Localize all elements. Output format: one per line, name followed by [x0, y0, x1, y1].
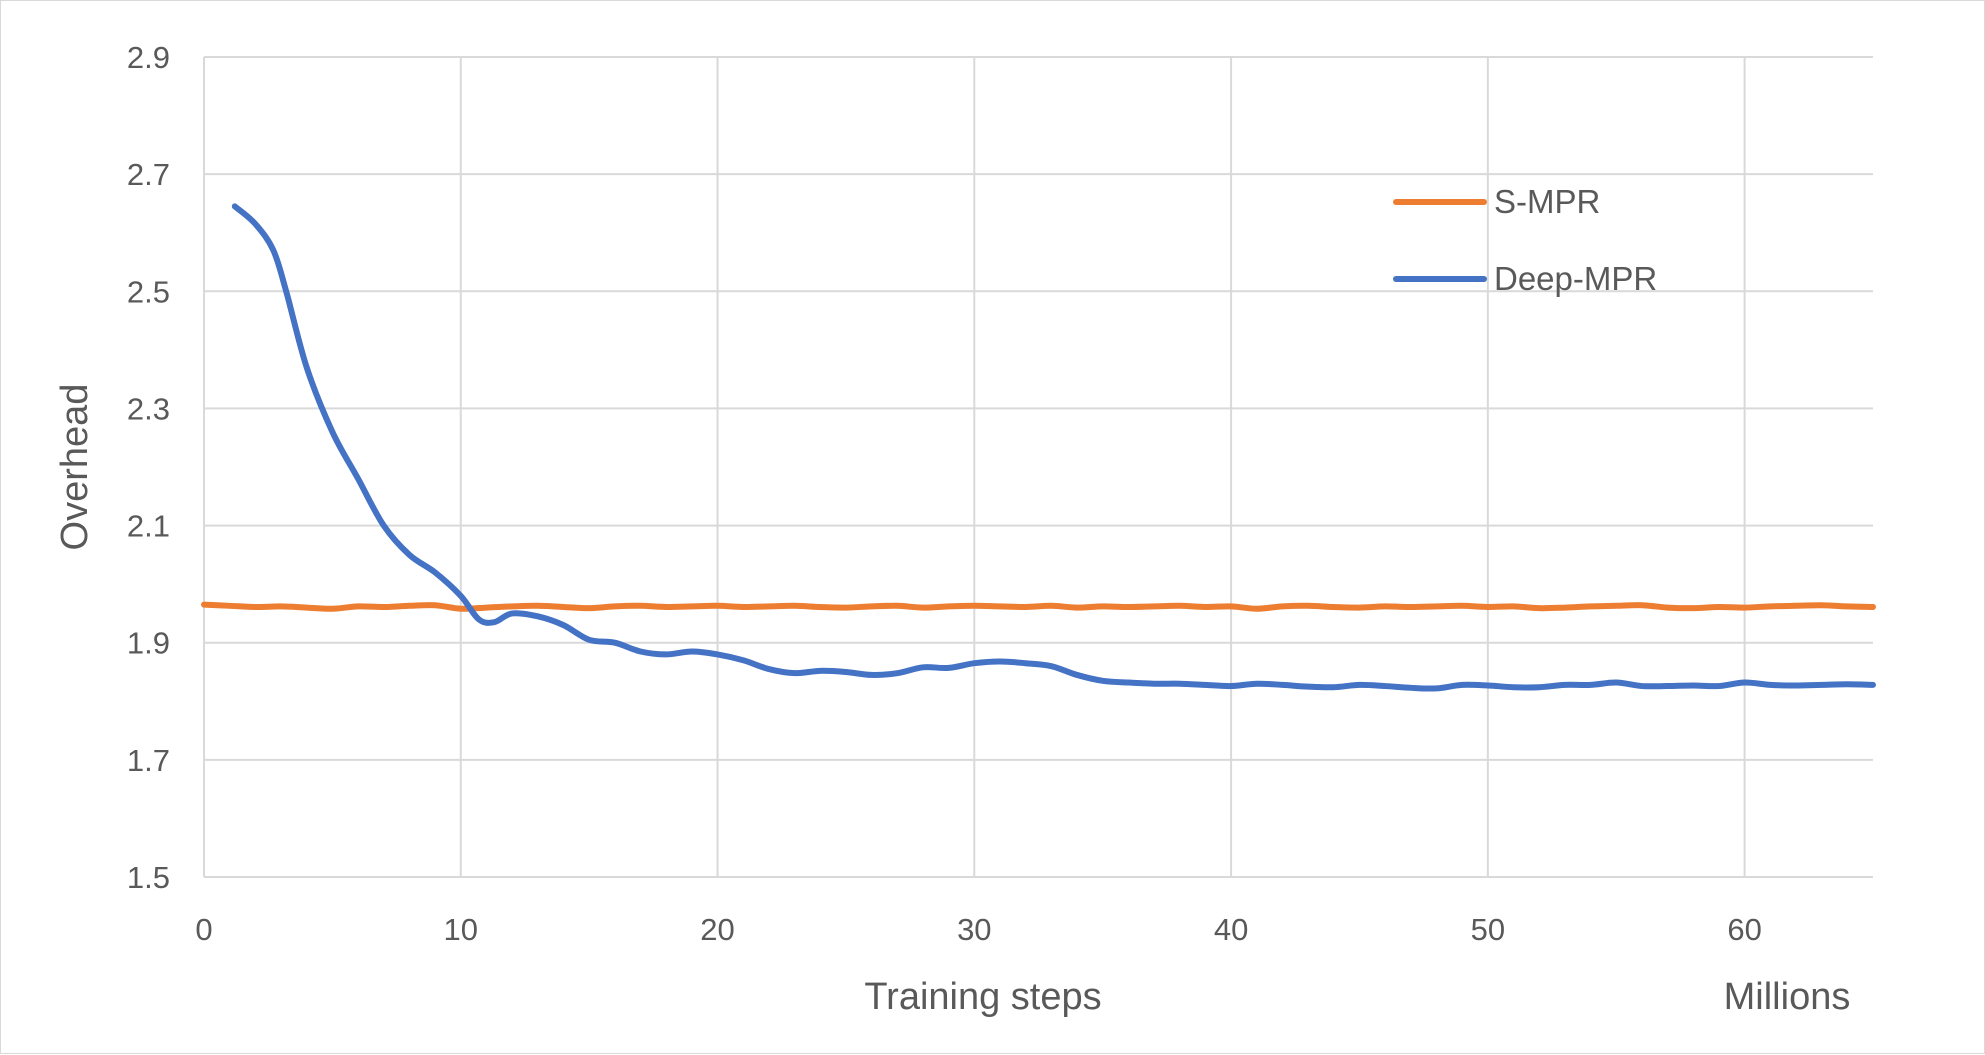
y-axis-title: Overhead [54, 384, 96, 551]
legend-label: Deep-MPR [1494, 260, 1657, 297]
grid-lines [203, 56, 1873, 878]
y-axis-ticks: 1.5 1.7 1.9 2.1 2.3 2.5 2.7 2.9 [127, 40, 170, 895]
y-tick-label: 2.3 [127, 391, 170, 426]
x-tick-label: 30 [957, 912, 991, 947]
legend: S-MPR Deep-MPR [1393, 183, 1657, 297]
legend-label: S-MPR [1494, 183, 1600, 220]
legend-item-s-mpr: S-MPR [1393, 183, 1600, 220]
x-axis-title: Training steps [864, 976, 1101, 1018]
x-tick-label: 10 [444, 912, 478, 947]
y-tick-label: 2.5 [127, 274, 170, 309]
x-tick-label: 0 [195, 912, 212, 947]
x-axis-ticks: 0 10 20 30 40 50 60 [195, 912, 1761, 947]
x-tick-label: 60 [1727, 912, 1761, 947]
x-axis-unit-label: Millions [1724, 976, 1851, 1018]
y-tick-label: 2.7 [127, 157, 170, 192]
x-tick-label: 50 [1471, 912, 1505, 947]
y-tick-label: 2.9 [127, 40, 170, 75]
deep-mpr-line [231, 203, 1876, 692]
y-tick-label: 1.5 [127, 860, 170, 895]
x-tick-label: 20 [700, 912, 734, 947]
s-mpr-line [201, 601, 1876, 612]
legend-item-deep-mpr: Deep-MPR [1393, 260, 1657, 297]
y-tick-label: 1.7 [127, 743, 170, 778]
y-tick-label: 1.9 [127, 626, 170, 661]
series-lines [201, 203, 1876, 692]
x-tick-label: 40 [1214, 912, 1248, 947]
y-tick-label: 2.1 [127, 509, 170, 544]
